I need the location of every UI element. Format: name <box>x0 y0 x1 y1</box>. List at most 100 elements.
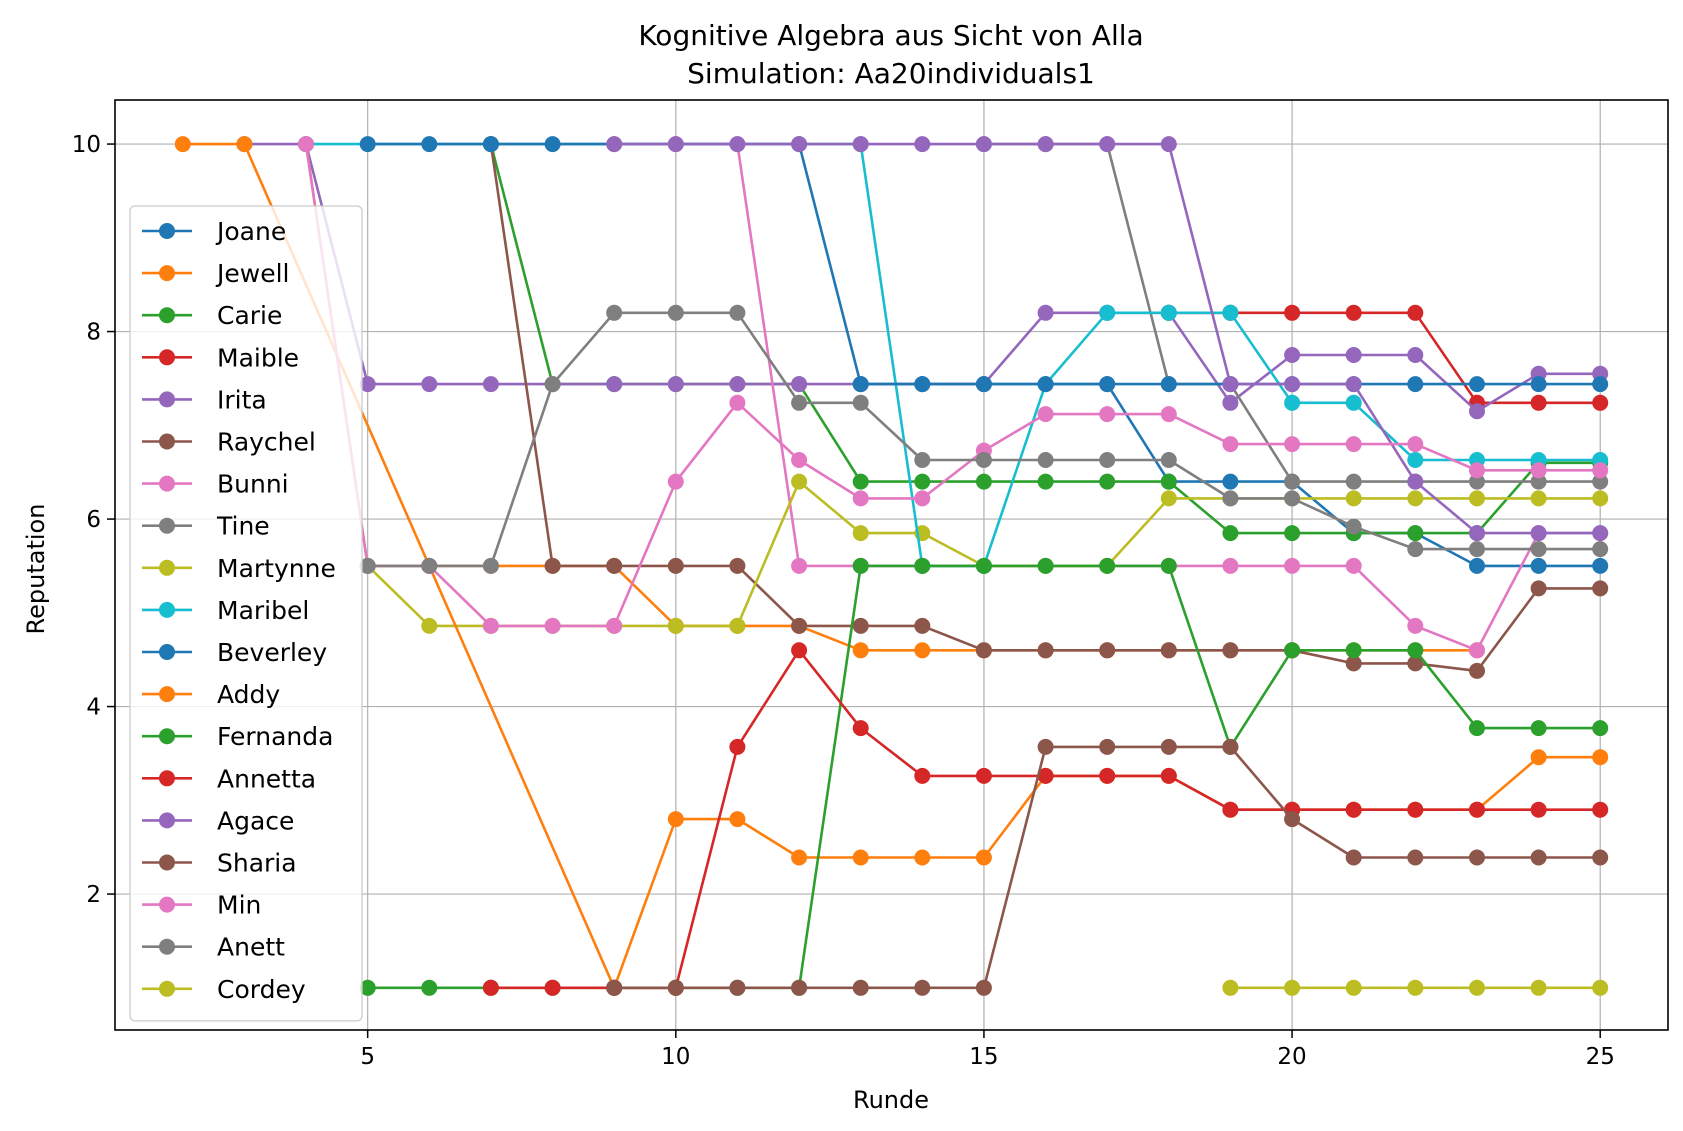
data-point-agace <box>1469 525 1485 542</box>
legend-item-sharia: Sharia <box>142 849 297 878</box>
data-point-tine <box>1284 473 1301 490</box>
data-point-anett <box>975 452 992 468</box>
data-point-anett <box>1592 541 1609 558</box>
legend-marker <box>159 265 175 282</box>
plot-frame <box>114 99 1669 1031</box>
data-point-min <box>1469 462 1485 479</box>
data-point-irita <box>482 376 499 393</box>
data-point-carie <box>914 473 931 490</box>
legend-item-jewell: Jewell <box>142 259 289 288</box>
data-point-annetta <box>482 979 499 996</box>
data-point-raychel <box>667 557 684 574</box>
series-line-min <box>304 143 1601 628</box>
legend-label: Anett <box>217 933 285 962</box>
data-point-beverley <box>975 376 992 393</box>
data-point-anett <box>914 452 931 468</box>
legend-item-fernanda: Fernanda <box>142 722 333 751</box>
data-point-anett <box>1284 490 1301 507</box>
data-point-anett <box>1099 452 1116 468</box>
data-point-bunni <box>1284 557 1301 574</box>
data-point-min <box>1345 436 1362 453</box>
data-point-sharia <box>975 979 992 996</box>
data-point-sharia <box>852 979 869 996</box>
legend-label: Bunni <box>217 470 289 499</box>
data-point-min <box>914 490 931 507</box>
series-annetta <box>482 642 1609 996</box>
data-point-irita <box>1037 304 1054 321</box>
legend-label: Addy <box>217 680 280 709</box>
data-point-fernanda <box>852 557 869 574</box>
data-point-addy <box>667 811 684 828</box>
data-point-tine <box>1469 473 1485 490</box>
data-point-martynne <box>852 525 869 542</box>
data-point-raychel <box>914 617 931 634</box>
data-point-annetta <box>1592 801 1609 818</box>
data-point-sharia <box>1469 849 1485 866</box>
data-point-cordey <box>1469 979 1485 996</box>
data-point-fernanda <box>1160 557 1177 574</box>
data-point-agace <box>1407 473 1424 490</box>
data-point-beverley <box>1407 376 1424 393</box>
chart-subtitle: Simulation: Aa20individuals1 <box>687 57 1095 90</box>
legend-item-carie: Carie <box>142 301 282 330</box>
legend-label: Martynne <box>217 554 336 583</box>
data-point-min <box>1222 436 1239 453</box>
legend-marker <box>159 601 175 618</box>
data-point-martynne <box>1592 490 1609 507</box>
data-point-raychel <box>852 617 869 634</box>
data-point-martynne <box>421 617 438 634</box>
x-tick-label: 10 <box>661 1044 690 1070</box>
data-point-min <box>606 617 623 634</box>
data-point-beverley <box>1530 376 1547 393</box>
data-point-addy <box>852 849 869 866</box>
series-line-maible <box>1168 311 1601 405</box>
data-point-fernanda <box>1345 642 1362 659</box>
data-point-agace <box>1222 376 1239 393</box>
data-point-annetta <box>791 642 808 659</box>
y-axis-label: Reputation <box>22 504 50 635</box>
data-point-anett <box>1407 541 1424 558</box>
data-point-annetta <box>1099 767 1116 784</box>
data-point-agace <box>1099 136 1116 153</box>
data-point-agace <box>914 136 931 153</box>
legend-item-tine: Tine <box>142 512 270 541</box>
data-point-sharia <box>1345 849 1362 866</box>
data-point-joane <box>1469 557 1485 574</box>
data-point-raychel <box>1222 642 1239 659</box>
data-point-cordey <box>1284 979 1301 996</box>
data-point-min <box>667 473 684 490</box>
legend-marker <box>159 391 175 408</box>
legend-marker <box>159 433 175 450</box>
data-point-fernanda <box>1469 720 1485 737</box>
data-point-agace <box>1592 525 1609 542</box>
data-point-sharia <box>1160 738 1177 755</box>
data-point-min <box>852 490 869 507</box>
series-line-bunni <box>614 142 1601 652</box>
data-point-cordey <box>1345 979 1362 996</box>
data-point-irita <box>1407 347 1424 363</box>
data-point-anett <box>1345 518 1362 535</box>
data-point-maible <box>1407 304 1424 321</box>
data-point-raychel <box>1160 642 1177 659</box>
data-point-cordey <box>1530 979 1547 996</box>
data-point-tine <box>1345 473 1362 490</box>
data-point-addy <box>236 136 253 153</box>
data-point-min <box>1099 406 1116 423</box>
legend-marker <box>159 475 175 492</box>
data-point-bunni <box>1345 557 1362 574</box>
data-point-cordey <box>1222 979 1239 996</box>
legend-marker <box>159 559 175 576</box>
data-point-raychel <box>1469 662 1485 679</box>
series-line-irita <box>244 142 1601 413</box>
data-point-martynne <box>1160 490 1177 507</box>
data-point-beverley <box>914 376 931 393</box>
data-point-beverley <box>359 136 376 153</box>
data-point-joane <box>1222 473 1239 490</box>
data-point-maible <box>1284 304 1301 321</box>
legend-item-martynne: Martynne <box>142 554 336 583</box>
data-point-annetta <box>1037 767 1054 784</box>
data-point-anett <box>359 557 376 574</box>
y-tick-label: 8 <box>86 320 101 346</box>
data-point-sharia <box>1037 738 1054 755</box>
